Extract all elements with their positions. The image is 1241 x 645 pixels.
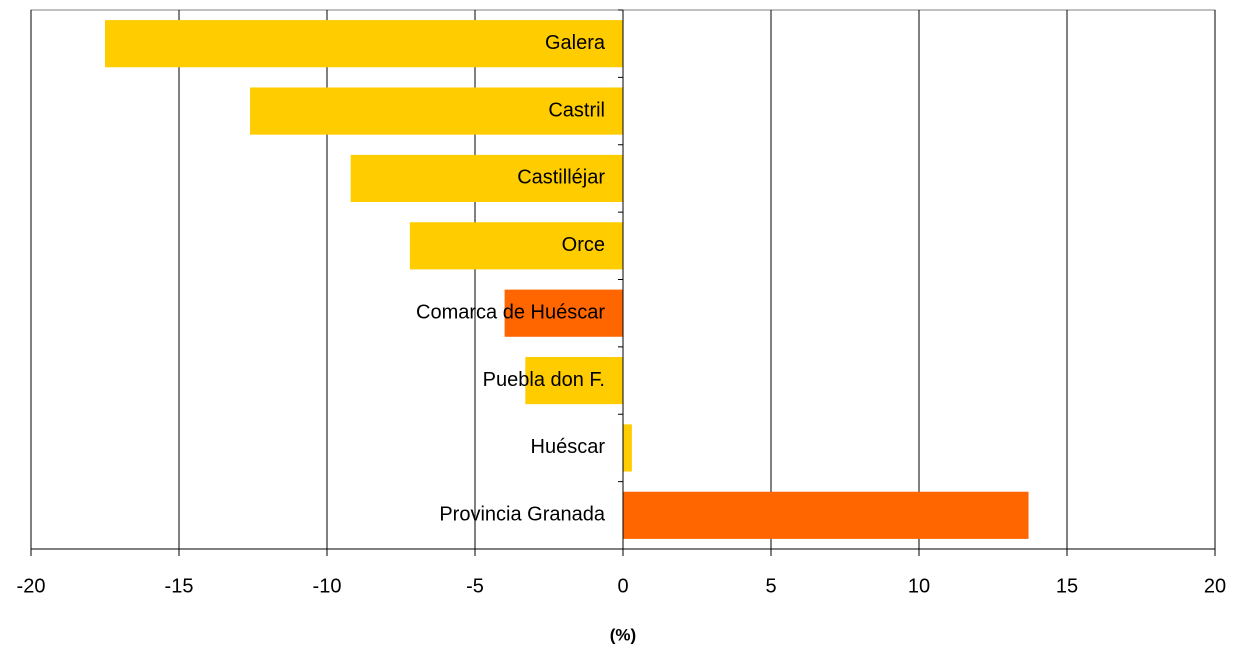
category-label: Castril [548, 99, 605, 121]
category-label: Comarca de Huéscar [416, 301, 605, 323]
x-tick-label: 10 [908, 575, 930, 597]
x-tick-label: 0 [617, 575, 628, 597]
category-label: Orce [562, 234, 605, 256]
category-label: Castilléjar [517, 167, 605, 189]
x-tick-label: 15 [1056, 575, 1078, 597]
x-tick-label: 20 [1204, 575, 1226, 597]
bar [350, 154, 623, 203]
bar [623, 491, 1029, 539]
x-tick-label: -10 [313, 575, 342, 597]
x-tick-label: -15 [165, 575, 194, 597]
category-label: Provincia Granada [439, 504, 606, 526]
bar [409, 222, 623, 270]
bar [504, 289, 623, 337]
x-axis-label: (%) [610, 625, 636, 644]
category-label: Galera [545, 32, 606, 54]
category-label: Puebla don F. [483, 369, 605, 391]
x-tick-label: -5 [466, 575, 484, 597]
bar [623, 424, 632, 472]
bar [525, 356, 623, 405]
x-tick-label: -20 [17, 575, 46, 597]
bar [250, 87, 624, 135]
x-tick-label: 5 [765, 575, 776, 597]
category-label: Huéscar [531, 436, 606, 458]
bar [105, 20, 623, 68]
